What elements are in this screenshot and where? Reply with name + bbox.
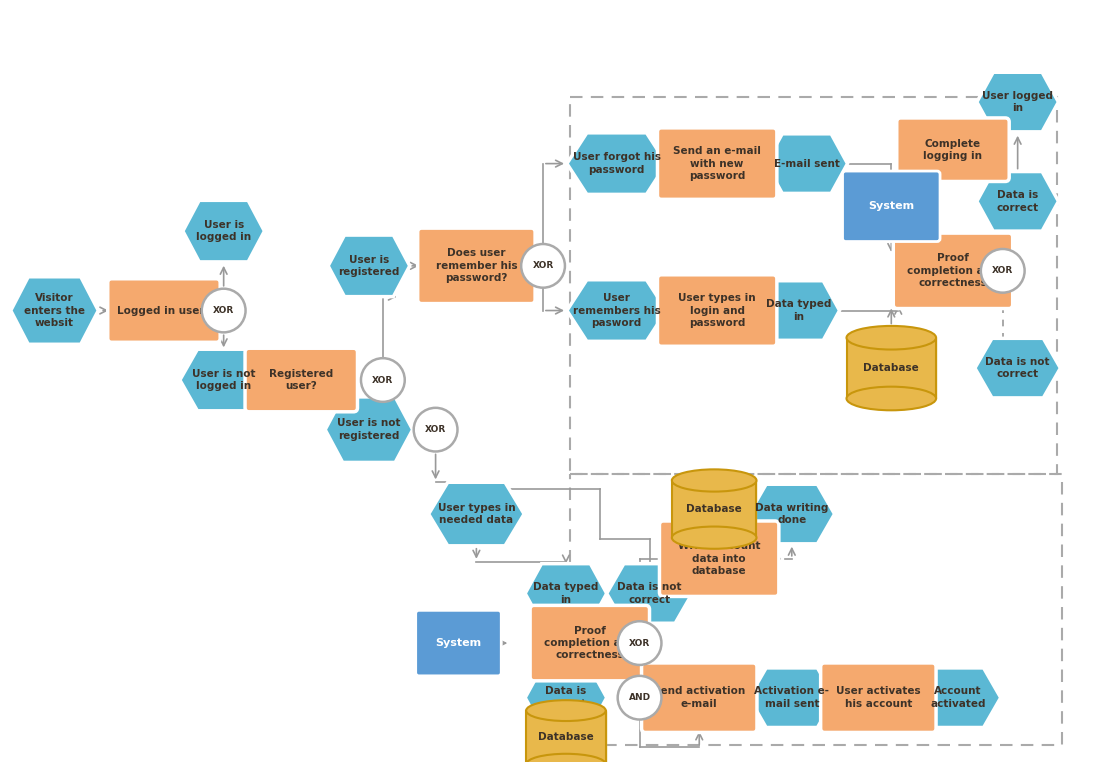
- Circle shape: [618, 675, 662, 720]
- Text: User is not
logged in: User is not logged in: [192, 369, 255, 391]
- Text: User logged
in: User logged in: [982, 91, 1053, 113]
- Polygon shape: [766, 134, 848, 194]
- Text: User is not
registered: User is not registered: [337, 418, 401, 441]
- FancyBboxPatch shape: [660, 521, 779, 597]
- Ellipse shape: [672, 470, 757, 492]
- Polygon shape: [525, 668, 607, 728]
- Polygon shape: [607, 564, 693, 623]
- Bar: [526, 711, 606, 764]
- Text: Registered
user?: Registered user?: [270, 369, 334, 391]
- Text: Write account
data into
database: Write account data into database: [677, 542, 760, 576]
- Text: Database: Database: [686, 504, 743, 514]
- Text: AND: AND: [629, 693, 651, 702]
- Polygon shape: [915, 668, 1001, 728]
- Text: Data is
correct: Data is correct: [545, 686, 587, 709]
- Polygon shape: [749, 668, 834, 728]
- Text: User is
registered: User is registered: [338, 255, 400, 277]
- Text: Does user
remember his
password?: Does user remember his password?: [435, 249, 517, 283]
- Text: Database: Database: [863, 363, 919, 373]
- Bar: [672, 480, 757, 538]
- Polygon shape: [749, 484, 834, 544]
- Circle shape: [361, 358, 404, 402]
- Polygon shape: [182, 200, 264, 262]
- Text: Send an e-mail
with new
password: Send an e-mail with new password: [673, 146, 761, 181]
- Text: System: System: [869, 201, 914, 211]
- Ellipse shape: [846, 386, 936, 410]
- Text: XOR: XOR: [425, 425, 446, 435]
- Text: Proof
completion and
correctness: Proof completion and correctness: [907, 253, 999, 288]
- FancyBboxPatch shape: [418, 228, 535, 304]
- Text: System: System: [435, 638, 482, 648]
- Text: Visitor
enters the
websit: Visitor enters the websit: [24, 293, 85, 328]
- FancyBboxPatch shape: [415, 610, 502, 675]
- Circle shape: [413, 408, 457, 451]
- Text: Data writing
done: Data writing done: [755, 503, 829, 526]
- Text: Proof
completion and
correctness: Proof completion and correctness: [544, 626, 635, 660]
- Polygon shape: [525, 564, 607, 623]
- Ellipse shape: [526, 700, 606, 721]
- Text: E-mail sent: E-mail sent: [774, 158, 840, 168]
- Text: XOR: XOR: [533, 262, 554, 270]
- FancyBboxPatch shape: [530, 605, 650, 681]
- FancyBboxPatch shape: [893, 233, 1012, 308]
- Ellipse shape: [846, 326, 936, 350]
- FancyBboxPatch shape: [657, 128, 777, 200]
- Text: Data is not
correct: Data is not correct: [618, 582, 682, 604]
- Circle shape: [202, 288, 245, 332]
- Polygon shape: [567, 280, 666, 341]
- Text: Data typed
in: Data typed in: [766, 299, 831, 322]
- Ellipse shape: [526, 754, 606, 765]
- FancyBboxPatch shape: [657, 275, 777, 347]
- Ellipse shape: [672, 526, 757, 549]
- Circle shape: [522, 244, 565, 288]
- FancyBboxPatch shape: [821, 663, 936, 732]
- Polygon shape: [567, 133, 666, 194]
- FancyBboxPatch shape: [897, 118, 1009, 181]
- Polygon shape: [977, 171, 1059, 231]
- Text: Complete
logging in: Complete logging in: [924, 138, 982, 161]
- Polygon shape: [977, 72, 1059, 132]
- Polygon shape: [180, 350, 267, 411]
- Text: User is
logged in: User is logged in: [196, 220, 251, 243]
- Polygon shape: [328, 235, 410, 297]
- FancyBboxPatch shape: [245, 348, 358, 412]
- Text: XOR: XOR: [629, 639, 650, 648]
- Text: User types in
needed data: User types in needed data: [438, 503, 515, 526]
- Text: Database: Database: [538, 732, 593, 742]
- Circle shape: [618, 621, 662, 665]
- Text: User types in
login and
password: User types in login and password: [678, 293, 756, 328]
- Text: XOR: XOR: [213, 306, 234, 315]
- Circle shape: [981, 249, 1024, 293]
- FancyBboxPatch shape: [642, 663, 757, 732]
- Text: Activation e-
mail sent: Activation e- mail sent: [755, 686, 829, 709]
- Polygon shape: [11, 277, 98, 344]
- FancyBboxPatch shape: [842, 171, 940, 242]
- Text: XOR: XOR: [992, 266, 1013, 275]
- Text: User forgot his
password: User forgot his password: [572, 152, 661, 174]
- FancyBboxPatch shape: [108, 278, 220, 342]
- Text: User
remembers his
pasword: User remembers his pasword: [572, 293, 661, 328]
- Text: Send activation
e-mail: Send activation e-mail: [653, 686, 746, 709]
- Polygon shape: [325, 397, 412, 462]
- Text: Logged in user?: Logged in user?: [117, 305, 211, 315]
- Text: User activates
his account: User activates his account: [836, 686, 920, 709]
- Text: Data typed
in: Data typed in: [534, 582, 599, 604]
- Text: XOR: XOR: [372, 376, 393, 385]
- Polygon shape: [429, 482, 524, 545]
- Text: Account
activated: Account activated: [930, 686, 986, 709]
- Text: Data is not
correct: Data is not correct: [986, 357, 1050, 379]
- Polygon shape: [975, 338, 1061, 398]
- Bar: [846, 337, 936, 399]
- Text: Data is
correct: Data is correct: [997, 190, 1039, 213]
- Polygon shape: [758, 281, 840, 340]
